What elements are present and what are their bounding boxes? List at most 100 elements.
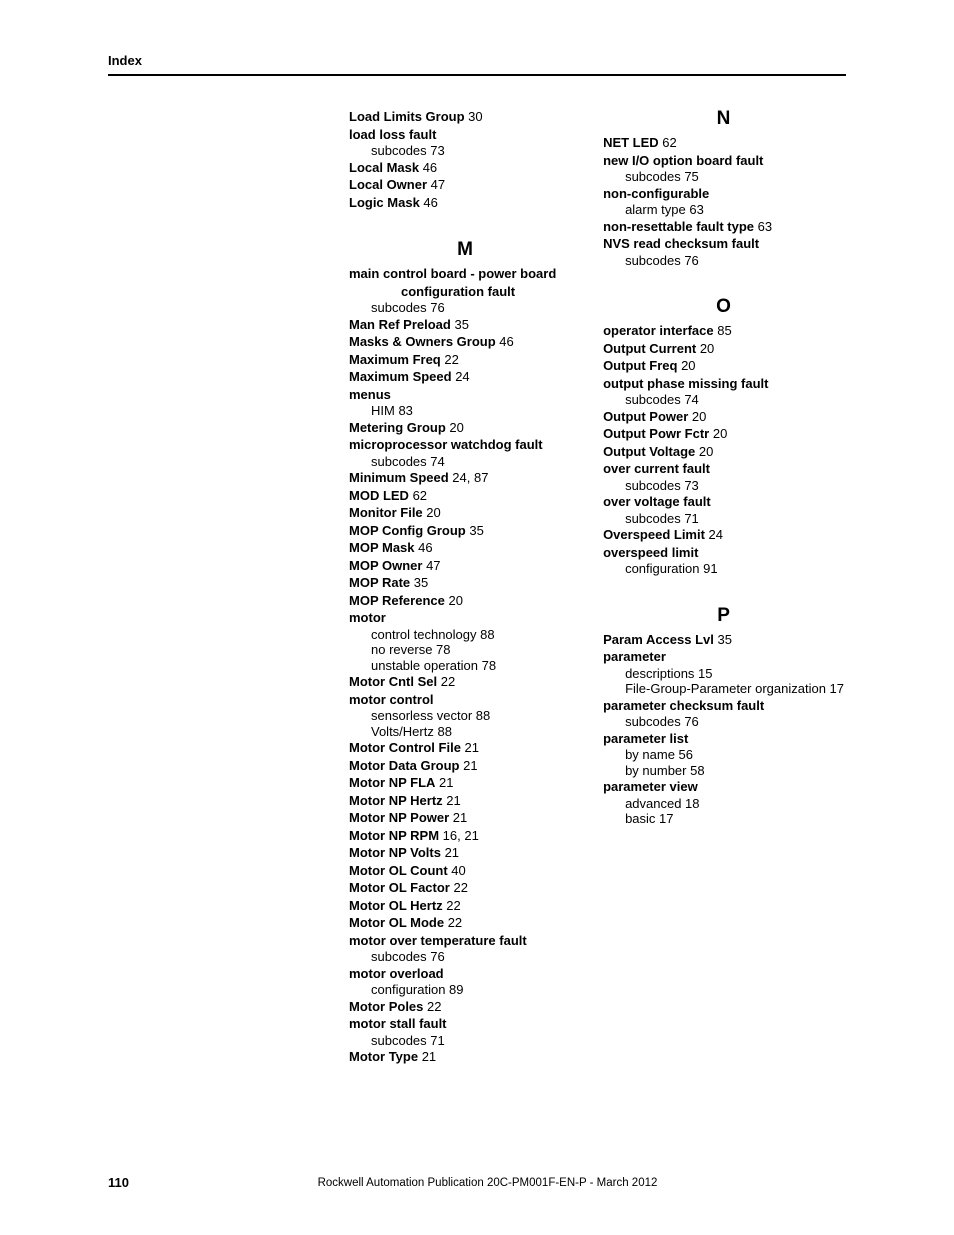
index-entry: MOP Mask 46 <box>349 539 581 557</box>
index-term: non-resettable fault type <box>603 219 754 234</box>
index-entry: main control board - power board <box>349 265 581 283</box>
index-pages: 46 <box>496 334 514 349</box>
index-section-letter: M <box>349 239 581 261</box>
index-pages: 62 <box>409 488 427 503</box>
index-entry: non-resettable fault type 63 <box>603 218 844 236</box>
index-term: motor stall fault <box>349 1016 447 1031</box>
index-term: Local Mask <box>349 160 419 175</box>
index-entry: Local Owner 47 <box>349 176 581 194</box>
index-entry: non-configurable <box>603 185 844 203</box>
index-term: motor <box>349 610 386 625</box>
index-section-letter: P <box>603 605 844 627</box>
index-term: MOP Rate <box>349 575 410 590</box>
index-term: output phase missing fault <box>603 376 768 391</box>
index-subentry: by number 58 <box>603 763 844 779</box>
index-column-right: NNET LED 62new I/O option board faultsub… <box>603 108 844 1066</box>
index-entry: MOD LED 62 <box>349 487 581 505</box>
index-term: Param Access Lvl <box>603 632 714 647</box>
index-pages: 21 <box>418 1049 436 1064</box>
index-pages: 46 <box>419 160 437 175</box>
index-entry: menus <box>349 386 581 404</box>
index-subentry: no reverse 78 <box>349 642 581 658</box>
index-pages: 20 <box>677 358 695 373</box>
index-term: MOP Owner <box>349 558 422 573</box>
index-term: microprocessor watchdog fault <box>349 437 543 452</box>
index-pages: 35 <box>466 523 484 538</box>
index-entry: motor over temperature fault <box>349 932 581 950</box>
index-pages: 35 <box>410 575 428 590</box>
index-term: Minimum Speed <box>349 470 449 485</box>
index-entry: operator interface 85 <box>603 322 844 340</box>
index-term: Man Ref Preload <box>349 317 451 332</box>
index-entry: parameter checksum fault <box>603 697 844 715</box>
index-term: Motor NP Volts <box>349 845 441 860</box>
index-subentry: control technology 88 <box>349 627 581 643</box>
index-entry: MOP Reference 20 <box>349 592 581 610</box>
index-pages: 21 <box>460 758 478 773</box>
index-term: Motor Data Group <box>349 758 460 773</box>
index-term: MOP Mask <box>349 540 415 555</box>
index-entry: MOP Config Group 35 <box>349 522 581 540</box>
index-subentry: unstable operation 78 <box>349 658 581 674</box>
index-column-left: Load Limits Group 30load loss faultsubco… <box>349 108 581 1066</box>
index-term: Output Voltage <box>603 444 695 459</box>
index-section-letter: O <box>603 296 844 318</box>
index-term: NVS read checksum fault <box>603 236 759 251</box>
index-subentry: sensorless vector 88 <box>349 708 581 724</box>
index-pages: 21 <box>435 775 453 790</box>
index-entry: Maximum Speed 24 <box>349 368 581 386</box>
index-entry: NVS read checksum fault <box>603 235 844 253</box>
index-subentry: configuration 89 <box>349 982 581 998</box>
index-entry: Overspeed Limit 24 <box>603 526 844 544</box>
index-subentry: basic 17 <box>603 811 844 827</box>
index-entry: Man Ref Preload 35 <box>349 316 581 334</box>
index-term: Output Power <box>603 409 688 424</box>
header-title: Index <box>108 53 846 68</box>
index-subentry: subcodes 73 <box>603 478 844 494</box>
index-term: Metering Group <box>349 420 446 435</box>
index-subentry: subcodes 76 <box>603 253 844 269</box>
index-term: Masks & Owners Group <box>349 334 496 349</box>
index-entry: Output Power 20 <box>603 408 844 426</box>
index-pages: 30 <box>465 109 483 124</box>
index-term: non-configurable <box>603 186 709 201</box>
index-term: Motor OL Mode <box>349 915 444 930</box>
index-subentry: alarm type 63 <box>603 202 844 218</box>
index-entry: Motor Data Group 21 <box>349 757 581 775</box>
index-pages: 63 <box>754 219 772 234</box>
index-term: Motor NP RPM <box>349 828 439 843</box>
index-term: Motor Control File <box>349 740 461 755</box>
index-entry: Output Current 20 <box>603 340 844 358</box>
index-pages: 24, 87 <box>449 470 489 485</box>
index-subentry: HIM 83 <box>349 403 581 419</box>
index-pages: 20 <box>423 505 441 520</box>
index-term: load loss fault <box>349 127 436 142</box>
index-pages: 21 <box>441 845 459 860</box>
index-term: motor overload <box>349 966 444 981</box>
index-term: Output Powr Fctr <box>603 426 709 441</box>
index-entry: parameter view <box>603 778 844 796</box>
index-entry-continuation: configuration fault <box>349 283 581 301</box>
index-pages: 22 <box>444 915 462 930</box>
index-term: Motor OL Count <box>349 863 448 878</box>
index-entry: Motor NP FLA 21 <box>349 774 581 792</box>
index-pages: 35 <box>714 632 732 647</box>
index-term: MOP Config Group <box>349 523 466 538</box>
index-entry: over current fault <box>603 460 844 478</box>
index-pages: 46 <box>415 540 433 555</box>
index-pages: 35 <box>451 317 469 332</box>
index-entry: parameter <box>603 648 844 666</box>
index-term: main control board - power board <box>349 266 556 281</box>
index-entry: Output Freq 20 <box>603 357 844 375</box>
index-entry: load loss fault <box>349 126 581 144</box>
index-pages: 22 <box>437 674 455 689</box>
index-term: Output Freq <box>603 358 677 373</box>
index-term: over current fault <box>603 461 710 476</box>
index-pages: 40 <box>448 863 466 878</box>
index-entry: Metering Group 20 <box>349 419 581 437</box>
index-pages: 20 <box>688 409 706 424</box>
index-term: menus <box>349 387 391 402</box>
index-entry: output phase missing fault <box>603 375 844 393</box>
index-pages: 21 <box>443 793 461 808</box>
index-subentry: Volts/Hertz 88 <box>349 724 581 740</box>
